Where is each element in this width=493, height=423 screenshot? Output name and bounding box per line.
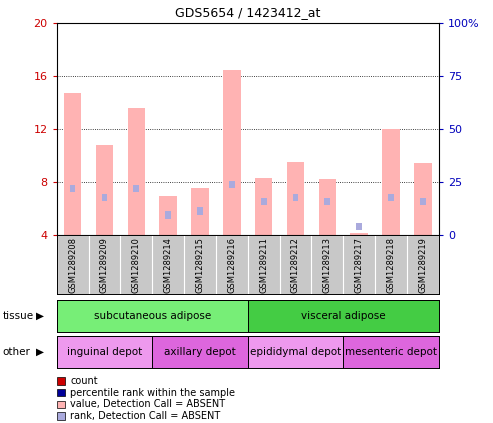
Text: GSM1289213: GSM1289213 (323, 237, 332, 293)
Bar (382, 129, 400, 235)
Bar (420, 198, 426, 205)
Text: inguinal depot: inguinal depot (67, 347, 142, 357)
Text: tissue: tissue (2, 311, 34, 321)
Bar (64, 93, 81, 235)
Text: GSM1289208: GSM1289208 (68, 237, 77, 293)
Bar (247, 336, 343, 368)
Bar (229, 181, 235, 188)
Bar (134, 185, 139, 192)
Bar (128, 108, 145, 235)
Text: other: other (2, 347, 31, 357)
Bar (152, 336, 247, 368)
Title: GDS5654 / 1423412_at: GDS5654 / 1423412_at (175, 6, 320, 19)
Text: GSM1289218: GSM1289218 (387, 237, 395, 293)
Bar (96, 145, 113, 235)
Text: ▶: ▶ (36, 347, 44, 357)
Bar (70, 185, 75, 192)
Bar (318, 179, 336, 235)
Text: rank, Detection Call = ABSENT: rank, Detection Call = ABSENT (70, 411, 220, 421)
Bar (57, 300, 247, 332)
Text: GSM1289210: GSM1289210 (132, 237, 141, 293)
Bar (255, 178, 273, 235)
Bar (191, 189, 209, 235)
Bar (247, 300, 439, 332)
Text: GSM1289217: GSM1289217 (354, 237, 364, 293)
Bar (324, 198, 330, 205)
Bar (351, 233, 368, 235)
Text: visceral adipose: visceral adipose (301, 311, 386, 321)
Text: percentile rank within the sample: percentile rank within the sample (70, 387, 235, 398)
Text: GSM1289214: GSM1289214 (164, 237, 173, 293)
Bar (165, 212, 171, 219)
Text: epididymal depot: epididymal depot (250, 347, 341, 357)
Bar (356, 223, 362, 231)
Bar (261, 198, 267, 205)
Text: ▶: ▶ (36, 311, 44, 321)
Text: axillary depot: axillary depot (164, 347, 236, 357)
Text: GSM1289219: GSM1289219 (419, 237, 427, 293)
Bar (197, 207, 203, 214)
Bar (57, 336, 152, 368)
Text: count: count (70, 376, 98, 386)
Bar (293, 194, 298, 201)
Bar (388, 194, 394, 201)
Bar (159, 196, 177, 235)
Text: GSM1289211: GSM1289211 (259, 237, 268, 293)
Text: GSM1289212: GSM1289212 (291, 237, 300, 293)
Bar (343, 336, 439, 368)
Text: GSM1289209: GSM1289209 (100, 237, 109, 293)
Text: GSM1289216: GSM1289216 (227, 237, 236, 293)
Text: mesenteric depot: mesenteric depot (345, 347, 437, 357)
Text: subcutaneous adipose: subcutaneous adipose (94, 311, 211, 321)
Bar (102, 194, 107, 201)
Text: GSM1289215: GSM1289215 (195, 237, 205, 293)
Text: value, Detection Call = ABSENT: value, Detection Call = ABSENT (70, 399, 225, 409)
Bar (414, 163, 431, 235)
Bar (287, 162, 304, 235)
Bar (223, 69, 241, 235)
